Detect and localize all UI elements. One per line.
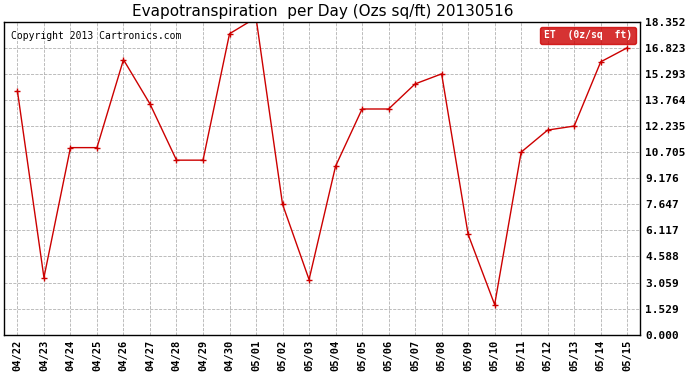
Legend: ET  (0z/sq  ft): ET (0z/sq ft) <box>540 27 635 44</box>
Text: Copyright 2013 Cartronics.com: Copyright 2013 Cartronics.com <box>10 31 181 41</box>
Title: Evapotranspiration  per Day (Ozs sq/ft) 20130516: Evapotranspiration per Day (Ozs sq/ft) 2… <box>132 4 513 19</box>
